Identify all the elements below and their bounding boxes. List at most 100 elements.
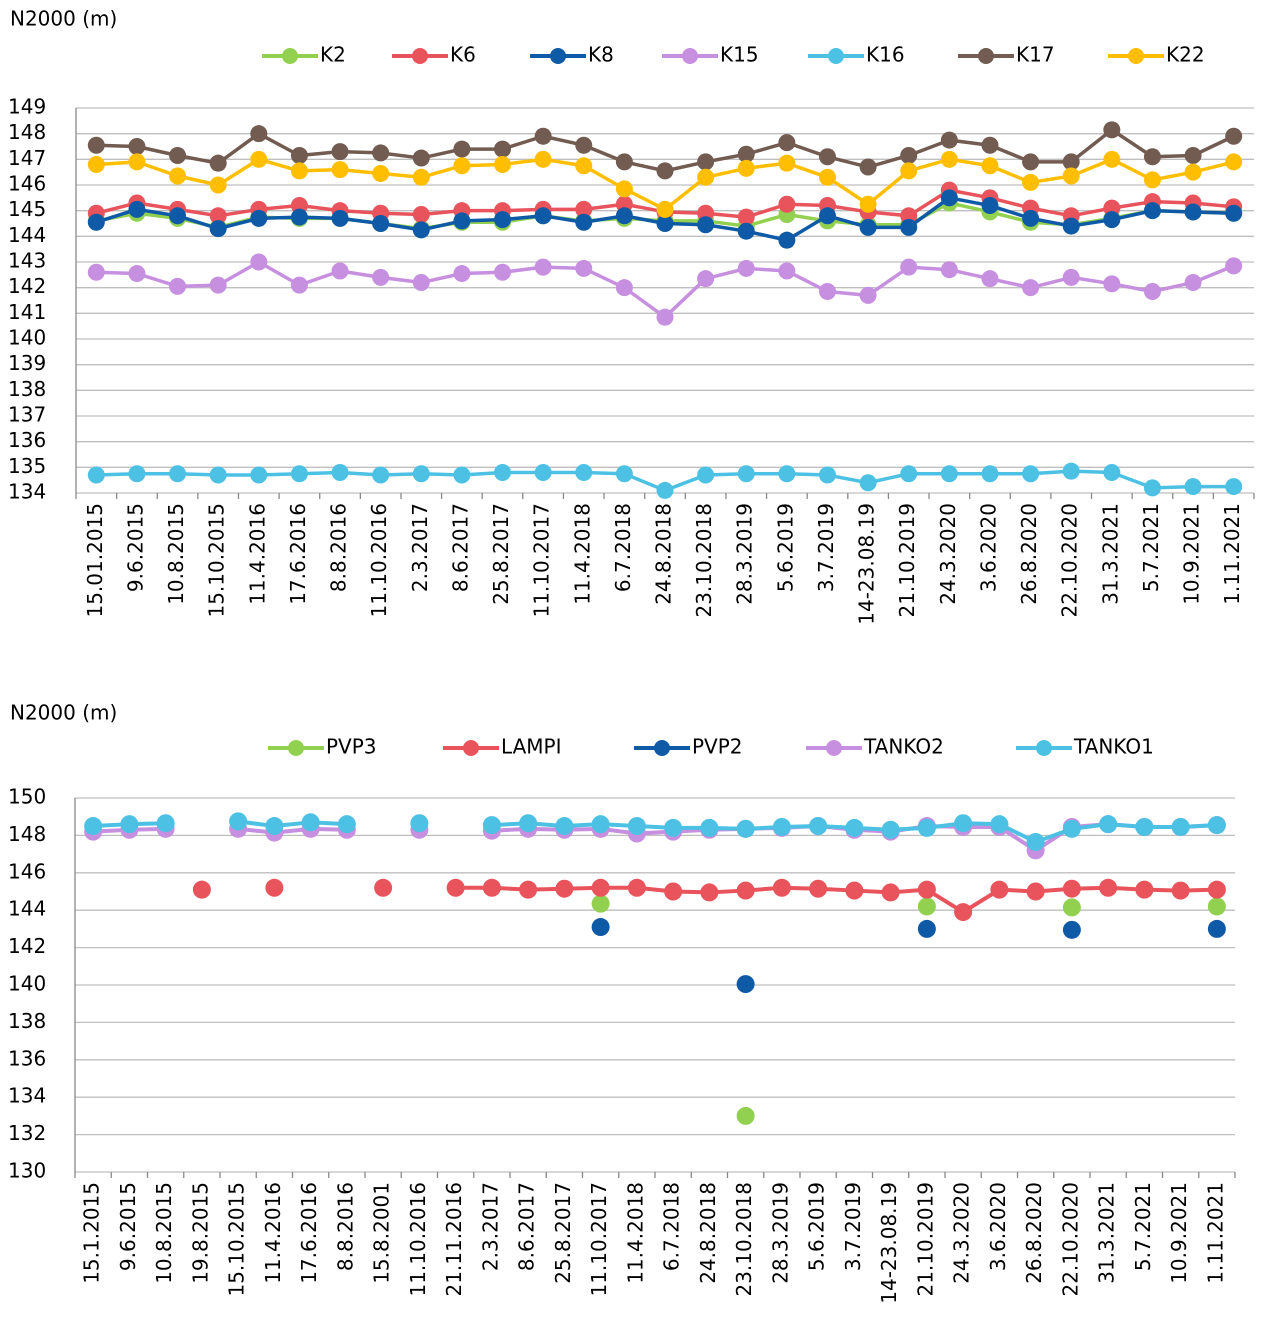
point (331, 143, 349, 161)
point (169, 146, 187, 164)
y-tick-label: 145 (8, 197, 46, 221)
legend-marker (550, 48, 566, 64)
series-line (455, 885, 1217, 915)
point (900, 465, 918, 483)
point (1184, 478, 1202, 496)
point (778, 154, 796, 172)
point (697, 270, 715, 288)
x-tick-label: 23.10.2018 (692, 503, 716, 618)
point (591, 918, 610, 937)
point (1062, 268, 1080, 286)
point (169, 167, 187, 185)
y-tick-label: 149 (8, 95, 46, 119)
y-axis-title: N2000 (m) (10, 701, 117, 725)
x-tick-label: 11.4.2018 (570, 503, 594, 605)
point (664, 882, 683, 901)
point (737, 145, 755, 163)
point (697, 153, 715, 171)
x-tick-label: 31.3.2021 (1095, 1182, 1119, 1284)
x-tick-label: 11.4.2018 (623, 1182, 647, 1284)
legend-label: K15 (720, 43, 759, 67)
point (656, 215, 674, 232)
legend-label: K8 (588, 43, 614, 67)
point (881, 883, 900, 902)
x-tick-label: 31.3.2021 (1098, 503, 1122, 605)
y-tick-label: 144 (8, 897, 46, 921)
point (84, 817, 103, 836)
point (1062, 462, 1080, 480)
legend-label: PVP3 (326, 735, 377, 759)
point (290, 146, 308, 164)
point (229, 812, 248, 831)
point (940, 150, 958, 168)
point (917, 897, 936, 916)
point (981, 465, 999, 483)
x-tick-label: 25.8.2017 (489, 503, 513, 605)
point (410, 814, 429, 833)
x-tick-label: 26.8.2020 (1017, 503, 1041, 605)
point (301, 813, 320, 832)
x-tick-label: 10.9.2021 (1167, 1182, 1191, 1284)
point (209, 220, 227, 238)
y-tick-label: 147 (8, 146, 46, 170)
point (1225, 153, 1243, 171)
point (818, 207, 836, 225)
y-tick-label: 138 (8, 1009, 46, 1033)
point (981, 136, 999, 154)
point (1143, 479, 1161, 497)
point (736, 1106, 755, 1125)
point (1207, 880, 1226, 899)
point (1062, 217, 1080, 235)
point (1225, 478, 1243, 496)
point (900, 218, 918, 236)
point (290, 208, 308, 226)
legend-marker (412, 48, 428, 64)
x-tick-label: 15.01.2015 (83, 503, 107, 618)
point (290, 162, 308, 180)
point (1225, 204, 1243, 222)
legend-label: K2 (320, 43, 346, 67)
point (337, 815, 356, 834)
point (818, 168, 836, 186)
point (818, 148, 836, 166)
legend-marker (282, 48, 298, 64)
x-tick-label: 5.6.2019 (805, 1182, 829, 1271)
point (615, 153, 633, 171)
point (736, 819, 755, 838)
legend-marker (682, 48, 698, 64)
x-tick-label: 15.1.2015 (80, 1182, 104, 1284)
point (1062, 153, 1080, 171)
point (737, 465, 755, 483)
point (120, 815, 139, 834)
y-tick-label: 140 (8, 326, 46, 350)
point (981, 197, 999, 215)
x-tick-label: 6.7.2018 (611, 503, 635, 592)
point (87, 155, 105, 173)
point (494, 155, 512, 173)
y-tick-label: 134 (8, 480, 46, 504)
point (453, 157, 471, 175)
y-axis-title: N2000 (m) (10, 7, 117, 31)
point (1099, 878, 1118, 897)
point (412, 274, 430, 292)
point (453, 212, 471, 230)
point (591, 815, 610, 834)
point (664, 818, 683, 837)
point (1099, 815, 1118, 834)
x-tick-label: 10.8.2015 (152, 1182, 176, 1284)
point (412, 465, 430, 483)
point (290, 465, 308, 483)
point (778, 195, 796, 213)
point (494, 463, 512, 481)
point (209, 207, 227, 225)
point (169, 465, 187, 483)
y-tick-label: 138 (8, 377, 46, 401)
point (169, 277, 187, 295)
point (575, 157, 593, 175)
point (412, 168, 430, 186)
x-tick-label: 23.10.2018 (732, 1182, 756, 1297)
x-tick-label: 11.10.2017 (587, 1182, 611, 1297)
y-tick-label: 141 (8, 300, 46, 324)
point (627, 817, 646, 836)
point (555, 817, 574, 836)
